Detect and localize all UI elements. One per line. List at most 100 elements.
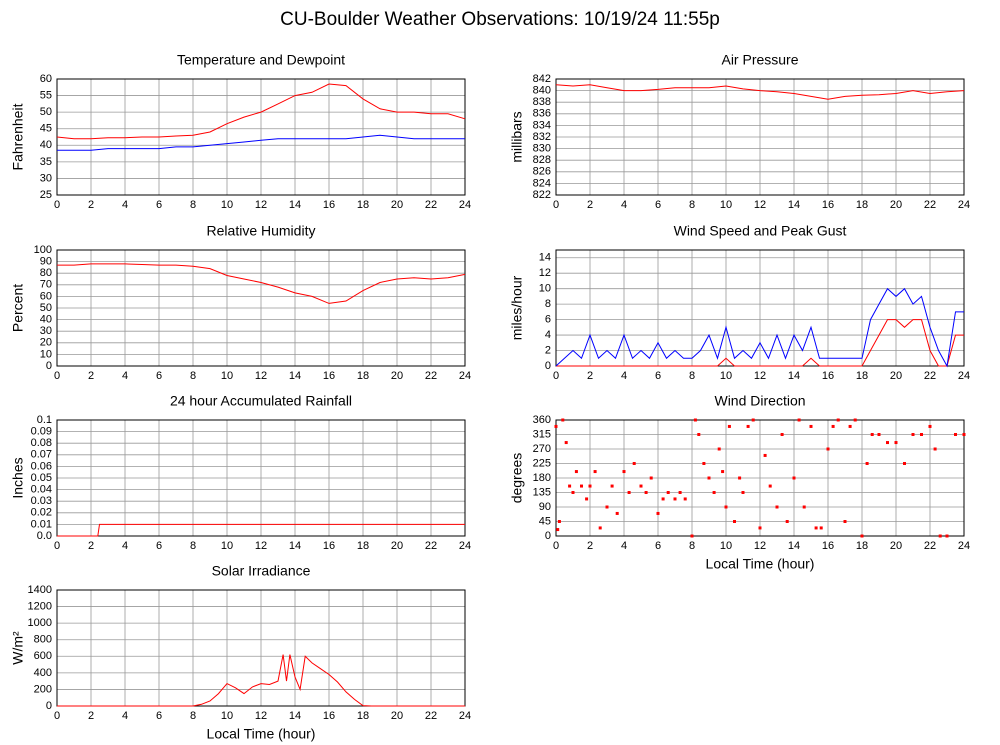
y-tick-label: 8 — [545, 298, 551, 310]
y-tick-label: 30 — [40, 325, 52, 337]
y-axis-label: degrees — [509, 453, 525, 504]
y-tick-label: 20 — [40, 337, 52, 349]
chart-title: Wind Speed and Peak Gust — [674, 223, 847, 239]
series-line — [555, 287, 964, 368]
x-tick-label: 0 — [553, 370, 559, 382]
x-tick-label: 2 — [88, 540, 94, 552]
x-tick-label: 10 — [221, 710, 233, 722]
x-tick-label: 4 — [621, 199, 627, 211]
x-axis-label: Local Time (hour) — [207, 726, 316, 742]
x-tick-label: 6 — [156, 540, 162, 552]
point — [568, 484, 572, 488]
point — [588, 484, 592, 488]
series-line — [57, 654, 465, 707]
chart-title: Solar Irradiance — [212, 563, 311, 579]
x-tick-label: 6 — [156, 199, 162, 211]
point — [598, 526, 602, 530]
plot-frame — [56, 249, 466, 367]
point — [853, 418, 857, 422]
x-tick-label: 4 — [122, 710, 128, 722]
x-tick-label: 0 — [553, 199, 559, 211]
x-tick-label: 10 — [221, 540, 233, 552]
point — [870, 433, 874, 436]
x-tick-label: 22 — [425, 710, 437, 722]
point — [724, 505, 728, 509]
y-tick-label: 400 — [34, 667, 52, 679]
point — [911, 433, 915, 436]
x-tick-label: 14 — [788, 370, 800, 382]
point — [894, 441, 898, 445]
y-tick-label: 826 — [533, 166, 551, 178]
series-line — [57, 523, 465, 537]
series-line — [555, 84, 965, 100]
x-tick-label: 12 — [255, 370, 267, 382]
x-tick-label: 14 — [788, 199, 800, 211]
x-axis-label: Local Time (hour) — [706, 556, 815, 572]
point — [721, 470, 725, 474]
y-tick-label: 828 — [533, 154, 551, 166]
point — [557, 520, 561, 523]
point — [639, 484, 643, 488]
page-title: CU-Boulder Weather Observations: 10/19/2… — [280, 9, 720, 30]
point — [938, 534, 942, 538]
y-tick-label: 270 — [533, 443, 551, 455]
y-tick-label: 6 — [545, 314, 551, 326]
point — [843, 520, 847, 523]
x-tick-label: 2 — [88, 370, 94, 382]
y-tick-label: 10 — [539, 283, 551, 295]
point — [962, 433, 966, 436]
y-tick-label: 832 — [533, 131, 551, 143]
point — [727, 424, 731, 428]
y-tick-label: 0.1 — [37, 414, 52, 426]
x-tick-label: 2 — [88, 199, 94, 211]
y-tick-label: 60 — [40, 73, 52, 85]
y-tick-label: 0.04 — [31, 484, 52, 496]
x-tick-label: 6 — [655, 199, 661, 211]
x-tick-label: 24 — [459, 710, 471, 722]
y-tick-label: 35 — [40, 156, 52, 168]
point — [683, 497, 687, 501]
x-tick-label: 4 — [122, 199, 128, 211]
y-tick-label: 12 — [539, 267, 551, 279]
point — [865, 462, 869, 465]
x-tick-label: 10 — [720, 540, 732, 552]
point — [809, 424, 813, 428]
y-tick-label: 40 — [40, 139, 52, 151]
x-tick-label: 16 — [323, 540, 335, 552]
point — [717, 447, 721, 451]
plot-frame — [56, 419, 466, 537]
point — [785, 520, 789, 523]
series-line — [56, 83, 466, 140]
y-tick-label: 0.06 — [31, 460, 52, 472]
y-tick-label: 180 — [533, 472, 551, 484]
y-tick-label: 2 — [545, 344, 551, 356]
y-tick-label: 600 — [34, 650, 52, 662]
x-tick-label: 2 — [587, 370, 593, 382]
x-tick-label: 14 — [289, 540, 301, 552]
x-tick-label: 20 — [391, 199, 403, 211]
point — [571, 491, 575, 494]
y-tick-label: 40 — [40, 314, 52, 326]
point — [632, 462, 636, 465]
x-tick-label: 20 — [890, 199, 902, 211]
point — [644, 491, 648, 494]
point — [627, 491, 631, 494]
y-tick-label: 1000 — [28, 617, 52, 629]
y-axis-label: W/m² — [10, 631, 26, 665]
y-tick-label: 0 — [46, 700, 52, 712]
x-tick-label: 18 — [357, 199, 369, 211]
x-tick-label: 12 — [255, 540, 267, 552]
plot-frame — [555, 78, 965, 196]
point — [802, 505, 806, 509]
point — [814, 526, 818, 530]
chart-title: Relative Humidity — [207, 223, 316, 239]
y-tick-label: 836 — [533, 108, 551, 120]
x-tick-label: 14 — [289, 710, 301, 722]
point — [758, 526, 762, 530]
x-tick-label: 0 — [54, 710, 60, 722]
x-tick-label: 24 — [459, 540, 471, 552]
x-tick-label: 8 — [689, 199, 695, 211]
plot-frame — [56, 589, 466, 707]
x-tick-label: 18 — [357, 710, 369, 722]
